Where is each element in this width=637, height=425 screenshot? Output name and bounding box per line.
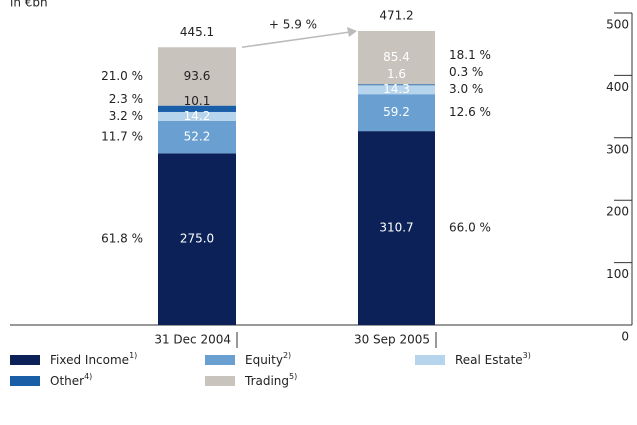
value-label: 10.1 [184, 94, 211, 108]
value-label: 310.7 [379, 221, 413, 235]
value-label: 14.2 [184, 109, 211, 123]
legend-name: Fixed Income [50, 353, 129, 367]
share-label: 61.8 % [101, 232, 143, 246]
bar-segment [158, 105, 236, 112]
value-label: 1.6 [387, 67, 406, 81]
legend-footnote: 3) [523, 351, 531, 360]
value-label: 85.4 [383, 50, 410, 64]
bar-segment [358, 85, 435, 95]
value-label: 59.2 [383, 105, 410, 119]
share-label: 2.3 % [109, 92, 143, 106]
share-label: 66.0 % [449, 221, 491, 235]
legend-swatch [205, 355, 235, 365]
y-tick-label: 500 [606, 18, 629, 32]
y-tick-label: 0 [621, 330, 629, 344]
legend-label: Equity2) [245, 351, 291, 367]
share-label: 18.1 % [449, 48, 491, 62]
share-label: 3.2 % [109, 109, 143, 123]
subtitle: in €bn [10, 0, 48, 10]
y-tick-label: 100 [606, 267, 629, 281]
bar-segment [158, 111, 236, 121]
bar-segment [158, 47, 236, 106]
bar-segment [358, 131, 435, 325]
legend-footnote: 4) [84, 372, 92, 381]
value-label: 275.0 [180, 232, 214, 246]
legend-footnote: 1) [129, 351, 137, 360]
legend-name: Other [50, 374, 84, 388]
bar-segment [158, 153, 236, 325]
bar-segment [358, 30, 435, 85]
legend-name: Trading [244, 374, 289, 388]
legend-swatch [205, 376, 235, 386]
share-label: 12.6 % [449, 105, 491, 119]
legend-label: Trading5) [244, 372, 297, 388]
legend-swatch [10, 376, 40, 386]
legend-swatch [415, 355, 445, 365]
legend-label: Real Estate3) [455, 351, 531, 367]
legend-label: Other4) [50, 372, 92, 388]
growth-arrowhead [347, 26, 357, 37]
bar-segment [158, 120, 236, 154]
legend-footnote: 5) [289, 372, 297, 381]
legend-name: Equity [245, 353, 283, 367]
share-label: 11.7 % [101, 130, 143, 144]
legend-label: Fixed Income1) [50, 351, 137, 367]
share-label: 3.0 % [449, 82, 483, 96]
legend-swatch [10, 355, 40, 365]
y-tick-label: 400 [606, 80, 629, 94]
share-label: 0.3 % [449, 65, 483, 79]
legend-footnote: 2) [283, 351, 291, 360]
bar-segment [358, 84, 435, 86]
total-label: 471.2 [379, 8, 413, 22]
x-tick-label: 31 Dec 2004 [154, 333, 231, 347]
annotation: + 5.9 % [269, 18, 317, 32]
x-tick-label: 30 Sep 2005 [354, 333, 430, 347]
growth-arrow [241, 31, 351, 49]
value-label: 52.2 [184, 130, 211, 144]
total-label: 445.1 [180, 25, 214, 39]
legend-name: Real Estate [455, 353, 523, 367]
y-tick-label: 300 [606, 142, 629, 156]
bar-segment [358, 94, 435, 132]
value-label: 14.3 [383, 82, 410, 96]
y-tick-label: 200 [606, 205, 629, 219]
share-label: 21.0 % [101, 69, 143, 83]
value-label: 93.6 [184, 69, 211, 83]
